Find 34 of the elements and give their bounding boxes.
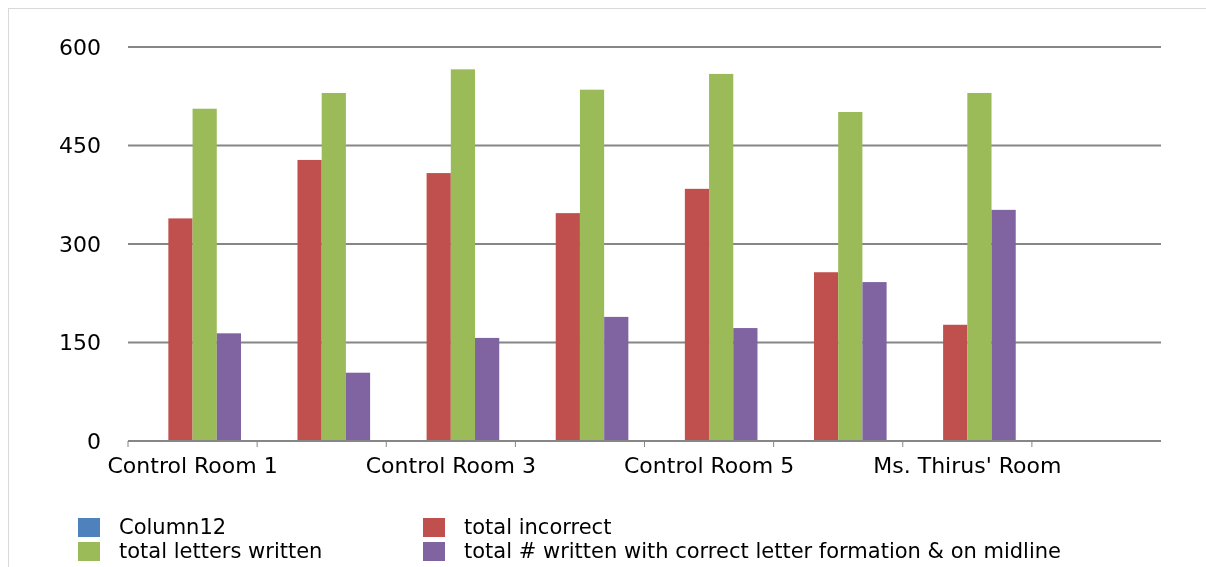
- bar: [709, 73, 734, 441]
- bar: [684, 188, 710, 441]
- x-tick-label: Control Room 1: [107, 453, 278, 478]
- bar: [168, 218, 193, 441]
- x-tick-label: Ms. Thirus' Room: [873, 453, 1062, 478]
- legend-label: total incorrect: [464, 515, 612, 539]
- bar: [321, 92, 346, 441]
- y-tick-label: 600: [59, 34, 101, 60]
- bar: [838, 112, 863, 441]
- y-tick-label: 0: [87, 428, 101, 454]
- y-tick-label: 450: [59, 133, 101, 159]
- bar: [297, 159, 322, 441]
- legend-label: Column12: [119, 515, 227, 539]
- bar: [579, 89, 605, 441]
- legend-label: total letters written: [119, 539, 323, 563]
- bar: [991, 209, 1016, 441]
- bar: [733, 328, 758, 441]
- bar: [967, 92, 992, 441]
- bar: [604, 316, 629, 441]
- legend-label: total # written with correct letter formation & on midline: [464, 539, 1062, 563]
- bar: [450, 69, 476, 441]
- bar: [813, 272, 839, 441]
- bar: [426, 173, 451, 441]
- y-tick-label: 150: [59, 330, 101, 356]
- bar: [943, 324, 968, 441]
- x-tick-label: Control Room 3: [365, 453, 536, 478]
- bar: [862, 282, 887, 441]
- bar: [475, 337, 500, 441]
- bar: [345, 372, 371, 441]
- bar: [216, 333, 241, 441]
- x-tick-label: Control Room 5: [623, 453, 795, 478]
- bar: [192, 108, 217, 441]
- y-tick-label: 300: [59, 231, 101, 257]
- bar: [555, 213, 580, 441]
